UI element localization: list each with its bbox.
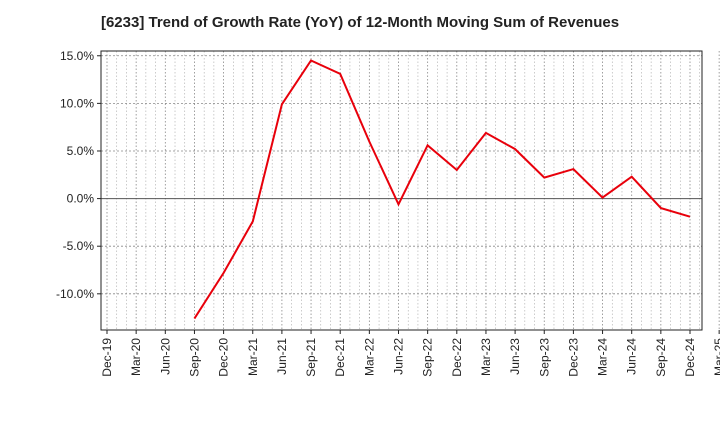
y-tick-label: -5.0% <box>63 239 95 253</box>
x-tick-label: Dec-22 <box>450 338 464 377</box>
x-axis-ticks: Dec-19 Mar-20 Jun-20 Sep-20 Dec-20 Mar-21 Jun-… <box>100 330 720 377</box>
x-tick-label: Mar-23 <box>479 338 493 376</box>
x-tick-label: Dec-19 <box>100 338 114 377</box>
y-tick-label: 5.0% <box>67 144 95 158</box>
x-tick-label: Jun-22 <box>392 338 406 375</box>
x-tick-label: Sep-20 <box>187 338 201 377</box>
y-tick-label: -10.0% <box>56 287 94 301</box>
y-tick-label: 15.0% <box>60 49 94 63</box>
x-tick-label: Dec-24 <box>683 338 697 377</box>
x-tick-label: Mar-25 <box>712 338 720 376</box>
chart-title: [6233] Trend of Growth Rate (YoY) of 12-… <box>100 14 620 31</box>
x-tick-label: Sep-22 <box>421 338 435 377</box>
x-tick-label: Sep-24 <box>654 338 668 377</box>
x-tick-label: Dec-21 <box>333 338 347 377</box>
grid-lines <box>101 51 720 330</box>
x-tick-label: Mar-22 <box>362 338 376 376</box>
series-layer <box>193 59 691 320</box>
x-tick-label: Sep-23 <box>537 338 551 377</box>
series-line <box>193 59 691 320</box>
x-tick-label: Jun-21 <box>275 338 289 375</box>
x-tick-label: Jun-23 <box>508 338 522 375</box>
x-tick-label: Jun-20 <box>158 338 172 375</box>
x-tick-label: Dec-23 <box>566 338 580 377</box>
x-tick-label: Jun-24 <box>625 338 639 375</box>
x-tick-label: Mar-24 <box>596 338 610 376</box>
y-tick-label: 0.0% <box>67 192 95 206</box>
y-tick-label: 10.0% <box>60 96 94 110</box>
y-axis-ticks: 15.0% 10.0% 5.0% 0.0% -5.0% -10.0% <box>56 49 101 301</box>
plot-frame <box>100 50 703 331</box>
x-tick-label: Dec-20 <box>217 338 231 377</box>
x-tick-label: Mar-21 <box>246 338 260 376</box>
x-tick-label: Sep-21 <box>304 338 318 377</box>
x-tick-label: Mar-20 <box>129 338 143 376</box>
